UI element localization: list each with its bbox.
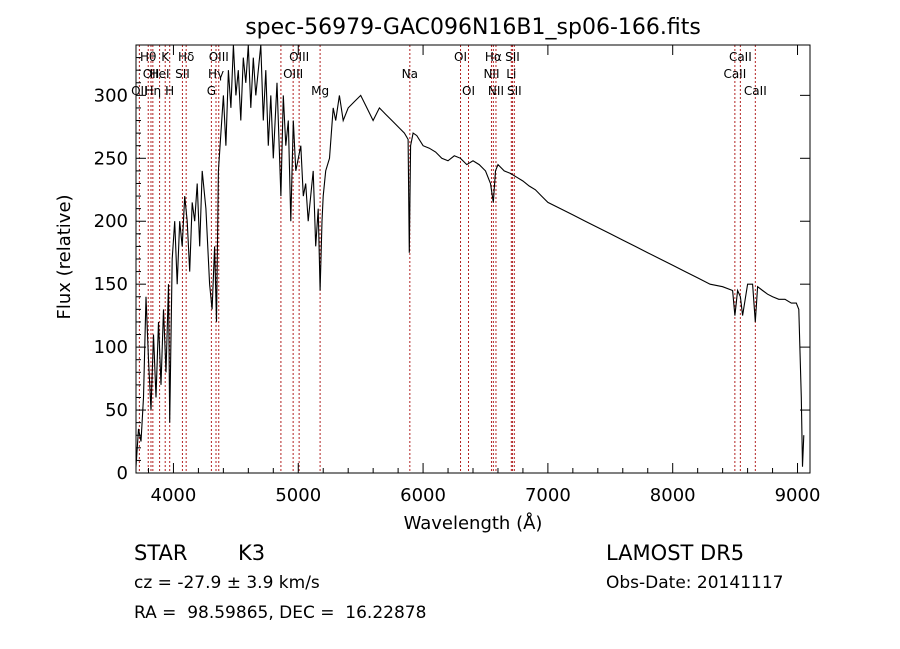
line-marker-label: Hθ (140, 50, 156, 64)
x-tick-label: 9000 (775, 485, 821, 506)
x-axis-ticks: 4000 5000 6000 7000 8000 9000 (147, 45, 821, 506)
object-subclass: K3 (238, 541, 266, 565)
x-tick-label: 6000 (400, 485, 446, 506)
line-marker-label: CaII (723, 67, 746, 81)
spectrum-line (135, 44, 805, 467)
line-marker-label: OIII (209, 50, 229, 64)
y-tick-label: 150 (94, 274, 128, 295)
object-class: STAR (134, 541, 188, 565)
line-markers (138, 45, 756, 473)
line-marker-label: HeI (150, 67, 170, 81)
line-marker-label: SII (507, 84, 522, 98)
line-marker-label: G (207, 84, 216, 98)
line-marker-label: Li (506, 67, 516, 81)
plot-frame (135, 44, 811, 474)
line-marker-label: Hγ (208, 67, 224, 81)
observation-date: Obs-Date: 20141117 (606, 573, 784, 593)
chart-title: spec-56979-GAC096N16B1_sp06-166.fits (245, 15, 701, 40)
y-tick-label: 0 (117, 463, 128, 484)
line-marker-label: CaII (729, 50, 752, 64)
y-tick-label: 50 (105, 400, 128, 421)
line-marker-labels: OIIHθOIIHηHeIKHSIIHδGHγOIIIOIIIOIIIMgNaO… (131, 50, 767, 98)
y-tick-label: 300 (94, 85, 128, 106)
line-marker-label: SII (505, 50, 520, 64)
line-marker-label: Hη (145, 84, 162, 98)
survey-release: LAMOST DR5 (606, 541, 745, 565)
x-tick-label: 8000 (650, 485, 696, 506)
y-tick-label: 250 (94, 148, 128, 169)
line-marker-label: Hδ (178, 50, 194, 64)
line-marker-label: K (161, 50, 170, 64)
y-axis-label: Flux (relative) (54, 194, 75, 319)
line-marker-label: OI (462, 84, 475, 98)
y-axis-ticks: 0 50 100 150 200 250 300 (94, 57, 810, 484)
x-axis-label: Wavelength (Å) (404, 512, 543, 534)
line-marker-label: OII (131, 84, 148, 98)
line-marker-label: Mg (311, 84, 329, 98)
line-marker-label: OIII (283, 67, 303, 81)
line-marker-label: Na (402, 67, 418, 81)
x-tick-label: 4000 (151, 485, 197, 506)
line-marker-label: NII (483, 67, 499, 81)
x-tick-label: 5000 (275, 485, 321, 506)
coordinates: RA = 98.59865, DEC = 16.22878 (134, 603, 427, 623)
y-tick-label: 200 (94, 211, 128, 232)
line-marker-label: SII (175, 67, 190, 81)
line-marker-label: Hα (485, 50, 502, 64)
redshift-velocity: cz = -27.9 ± 3.9 km/s (134, 573, 320, 593)
line-marker-label: H (165, 84, 174, 98)
line-marker-label: OI (454, 50, 467, 64)
line-marker-label: NII (488, 84, 504, 98)
x-tick-label: 7000 (525, 485, 571, 506)
line-marker-label: OIII (289, 50, 309, 64)
line-marker-label: CaII (744, 84, 767, 98)
y-tick-label: 100 (94, 337, 128, 358)
line-marker-label: OII (143, 67, 160, 81)
